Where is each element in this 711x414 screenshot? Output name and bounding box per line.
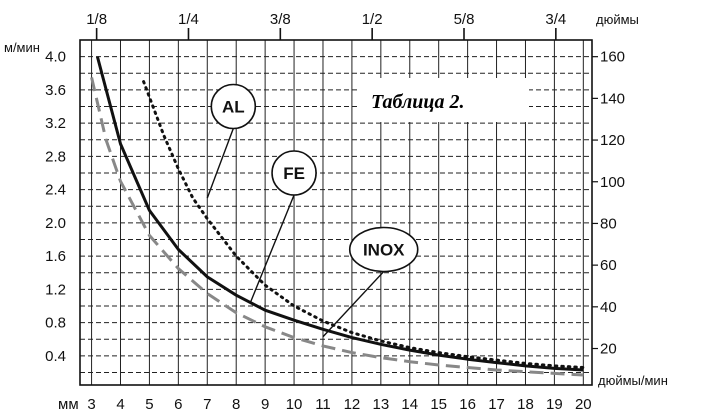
y-tick-label: 2.0	[45, 215, 66, 232]
y-tick-label: 1.6	[45, 248, 66, 265]
y-tick-label: 3.2	[45, 115, 66, 132]
plot-frame	[79, 39, 593, 386]
tag-leader-al	[206, 128, 234, 199]
x-tick-label: 9	[261, 396, 269, 413]
y2-tick-label: 160	[600, 49, 625, 66]
tag-circle-fe	[271, 150, 317, 196]
y-tick-label: 0.8	[45, 315, 66, 332]
y2-tick-label: 40	[600, 299, 617, 316]
x-tick-label: 7	[203, 396, 211, 413]
y-tick-label: 0.4	[45, 348, 66, 365]
tag-circle-al	[210, 83, 257, 130]
series-line-al	[142, 80, 585, 369]
y2-tick-label: 120	[600, 132, 625, 149]
tag-leader-inox	[322, 271, 385, 338]
title-box	[357, 78, 529, 122]
y2-tick-label: 60	[600, 257, 617, 274]
y2-tick-label: 140	[600, 90, 625, 107]
x2-tick-label: 5/8	[454, 11, 475, 28]
series-label-al: AL	[222, 98, 245, 117]
x-tick-label: 18	[517, 396, 534, 413]
x2-tick-label: 1/8	[86, 11, 107, 28]
x-tick-label: 6	[174, 396, 182, 413]
right-axis-label: дюймы/мин	[598, 373, 668, 388]
y-tick-label: 4.0	[45, 49, 66, 66]
x-tick-label: 4	[116, 396, 124, 413]
x-tick-label: 5	[145, 396, 153, 413]
x-tick-label: 19	[546, 396, 563, 413]
x-tick-label: 11	[315, 396, 331, 413]
x-tick-label: 13	[372, 396, 389, 413]
x2-tick-label: 3/4	[545, 11, 566, 28]
top-axis-label: дюймы	[596, 12, 639, 27]
series-line-inox	[90, 77, 584, 377]
tag-circle-inox	[348, 226, 419, 273]
x2-tick-label: 3/8	[270, 11, 291, 28]
y-tick-label: 2.8	[45, 148, 66, 165]
chart-title: Таблица 2.	[371, 91, 465, 113]
series-label-inox: INOX	[363, 240, 405, 259]
x-tick-label: 10	[286, 396, 303, 413]
x-tick-label: 17	[488, 396, 505, 413]
x-tick-label: 8	[232, 396, 240, 413]
plot-area: 3 4 5 6 7 8 9 10 11 12 13 14 15 16 17 18 19 20 0.4 0.8 1.2 1.…	[45, 11, 625, 413]
x-tick-label: 3	[87, 396, 95, 413]
x-tick-label: 12	[344, 396, 361, 413]
left-axis-label: м/мин	[4, 40, 40, 55]
x-tick-label: 16	[459, 396, 476, 413]
y2-tick-label: 100	[600, 174, 625, 191]
x2-tick-label: 1/4	[178, 11, 199, 28]
y-tick-label: 2.4	[45, 182, 66, 199]
bottom-axis-label: мм	[58, 396, 79, 413]
x-tick-label: 20	[575, 396, 592, 413]
x-tick-label: 15	[430, 396, 447, 413]
y2-tick-label: 80	[600, 215, 617, 232]
x2-tick-label: 1/2	[362, 11, 383, 28]
x-tick-label: 14	[401, 396, 418, 413]
series-line-fe	[95, 56, 584, 372]
tag-leader-fe	[250, 194, 295, 303]
y2-tick-label: 20	[600, 341, 617, 358]
series-label-fe: FE	[283, 164, 305, 183]
y-tick-label: 1.2	[45, 281, 66, 298]
y-tick-label: 3.6	[45, 82, 66, 99]
